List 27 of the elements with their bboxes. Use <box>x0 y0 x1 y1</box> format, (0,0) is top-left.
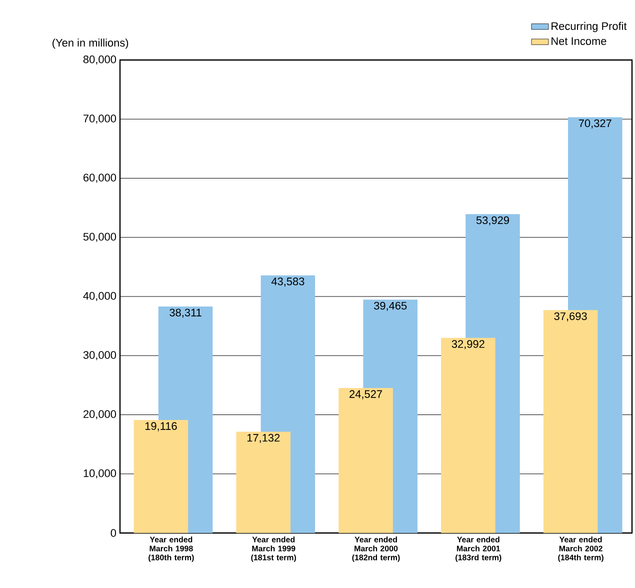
data-label: 24,527 <box>350 390 382 400</box>
data-label: 38,311 <box>170 308 202 318</box>
legend-label: Net Income <box>552 37 606 45</box>
y-tick-label: 20,000 <box>84 410 116 420</box>
y-tick-label: 80,000 <box>83 55 116 65</box>
y-tick-label: 70,000 <box>84 114 116 124</box>
y-tick-label: 50,000 <box>83 232 116 242</box>
legend-label: Recurring Profit <box>552 22 627 32</box>
y-tick-label: 30,000 <box>83 351 116 360</box>
data-label: 19,116 <box>145 422 177 432</box>
data-label: 70,327 <box>578 119 612 128</box>
y-tick-label: 10,000 <box>84 469 116 478</box>
bar <box>134 420 188 533</box>
y-tick-label: 60,000 <box>84 174 116 183</box>
data-label: 39,465 <box>374 302 407 311</box>
data-label: 43,583 <box>271 278 304 287</box>
bar <box>441 338 496 533</box>
data-label: 53,929 <box>476 216 509 226</box>
data-label: 37,693 <box>554 312 587 322</box>
bar <box>338 388 393 533</box>
y-tick-label: 40,000 <box>83 292 116 302</box>
bar <box>236 432 290 533</box>
bar <box>543 310 598 533</box>
data-label: 32,992 <box>452 340 484 350</box>
y-axis-title: (Yen in millions) <box>52 38 128 49</box>
data-label: 17,132 <box>247 434 280 443</box>
y-tick-label: 0 <box>110 529 116 537</box>
